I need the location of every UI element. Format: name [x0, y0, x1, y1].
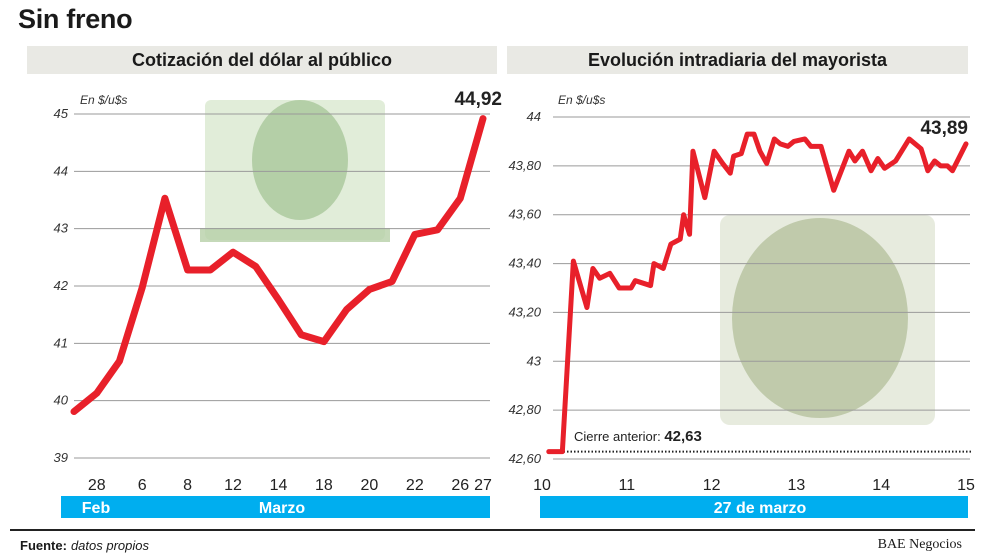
left-x-tick-label: 20	[360, 477, 378, 494]
right-x-tick-label: 15	[957, 477, 975, 494]
left-x-tick-label: 14	[270, 477, 288, 494]
right-y-tick-label: 42,80	[508, 402, 541, 417]
source-value: datos propios	[70, 538, 150, 553]
left-y-tick-label: 41	[54, 335, 68, 350]
band-label-date: 27 de marzo	[714, 500, 807, 517]
right-x-tick-label: 11	[618, 477, 635, 494]
right-y-tick-label: 43,80	[508, 158, 541, 173]
right-date-band	[540, 496, 968, 518]
left-month-band	[61, 496, 490, 518]
washington-portrait-image	[252, 100, 348, 220]
right-y-tick-label: 43,40	[508, 256, 541, 271]
left-x-tick-label: 22	[406, 477, 424, 494]
left-y-tick-label: 44	[54, 163, 68, 178]
right-x-tick-label: 13	[788, 477, 806, 494]
left-x-tick-label: 6	[138, 477, 147, 494]
right-y-tick-label: 43,20	[508, 304, 541, 319]
left-y-tick-label: 40	[54, 393, 69, 408]
right-unit-label: En $/u$s	[558, 93, 605, 107]
right-x-tick-label: 12	[703, 477, 721, 494]
band-label-marzo: Marzo	[259, 500, 305, 517]
band-label-feb: Feb	[82, 500, 111, 517]
source-label: Fuente:	[20, 538, 67, 553]
left-y-tick-label: 45	[54, 106, 69, 121]
right-y-tick-label: 44	[527, 109, 541, 124]
left-y-tick-label: 39	[54, 450, 68, 465]
left-unit-label: En $/u$s	[80, 93, 127, 107]
left-x-tick-label: 12	[224, 477, 242, 494]
page-title: Sin freno	[18, 4, 133, 34]
left-x-tick-label: 18	[315, 477, 333, 494]
left-chart-title: Cotización del dólar al público	[27, 46, 497, 74]
right-y-tick-label: 43	[527, 353, 542, 368]
left-x-tick-label: 8	[183, 477, 192, 494]
right-x-tick-label: 10	[533, 477, 551, 494]
previous-close-value: 42,63	[664, 428, 702, 445]
one-dollar-text-band	[200, 228, 390, 242]
source-note: Fuente: datos propios	[20, 538, 149, 553]
left-y-tick-label: 42	[54, 278, 69, 293]
previous-close-label: Cierre anterior: 42,63	[574, 428, 702, 445]
left-x-tick-label: 27	[474, 477, 492, 494]
right-y-tick-label: 42,60	[508, 451, 541, 466]
footer-divider	[10, 529, 975, 531]
left-last-value-label: 44,92	[454, 89, 502, 110]
right-x-tick-label: 14	[872, 477, 890, 494]
left-x-tick-label: 28	[88, 477, 106, 494]
right-last-value-label: 43,89	[920, 118, 968, 139]
franklin-portrait-image	[732, 218, 908, 418]
right-chart-title: Evolución intradiaria del mayorista	[507, 46, 968, 74]
brand-credit: BAE Negocios	[877, 537, 962, 552]
left-x-tick-label: 26	[451, 477, 469, 494]
left-y-tick-label: 43	[54, 221, 69, 236]
right-y-tick-label: 43,60	[508, 207, 541, 222]
